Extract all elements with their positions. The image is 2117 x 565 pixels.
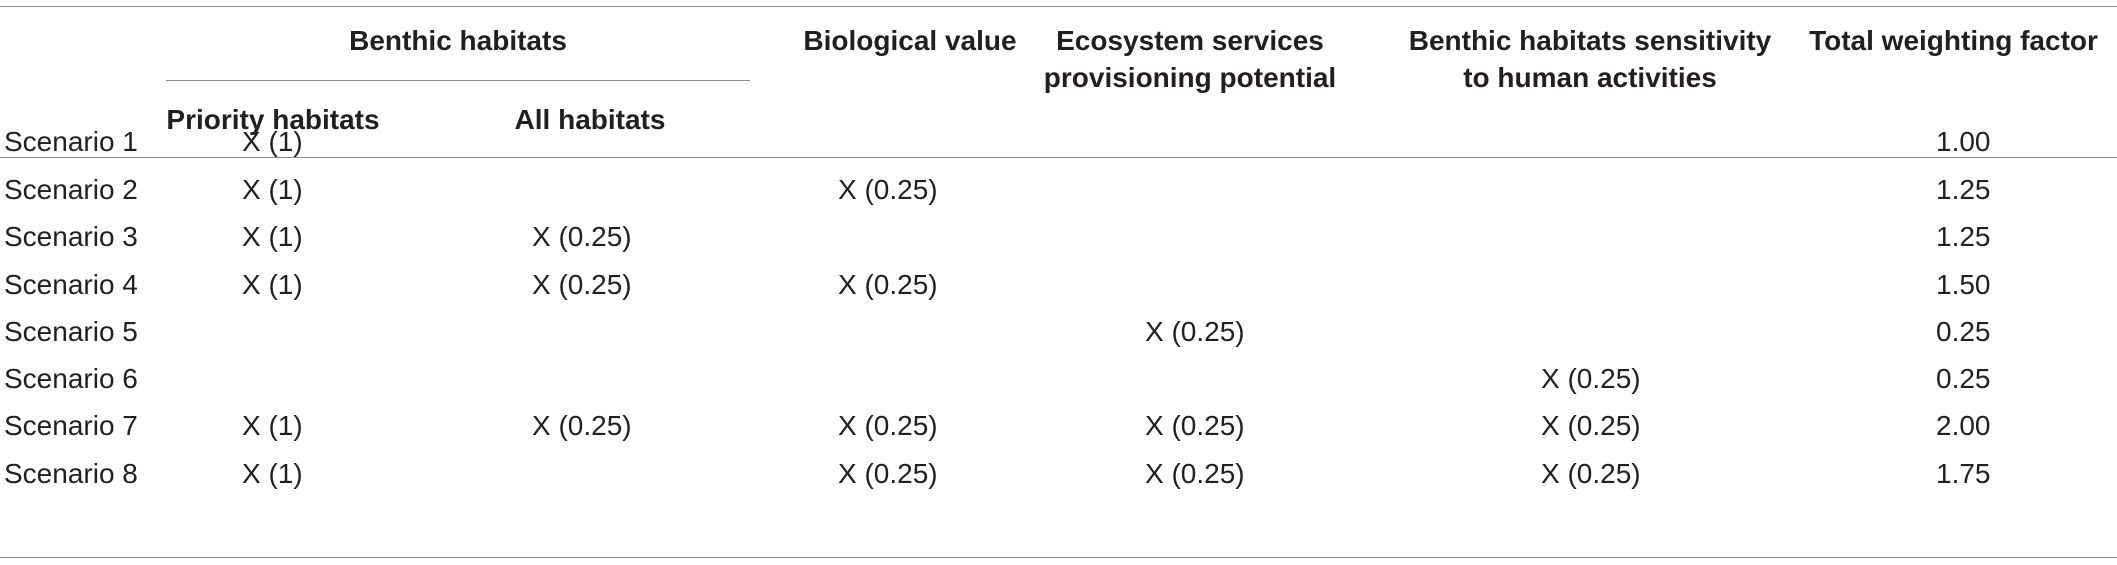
header-bottom-rule: [0, 157, 2117, 158]
table-row: Scenario 7 X (1) X (0.25) X (0.25) X (0.…: [0, 402, 2117, 449]
sensitivity-cell: X (0.25): [1541, 363, 1641, 394]
header-biological-value: Biological value: [803, 25, 1017, 56]
header-ecosystem-services-line2: provisioning potential: [1043, 62, 1337, 93]
table-row: Scenario 8 X (1) X (0.25) X (0.25) X (0.…: [0, 450, 2117, 497]
header-ecosystem-services-line1: Ecosystem services: [1056, 25, 1324, 56]
priority-habitats-cell: X (1): [242, 458, 303, 489]
ecosystem-services-cell: X (0.25): [1145, 316, 1245, 347]
table-row: Scenario 1 X (1) 1.00: [0, 118, 2117, 165]
scenario-label: Scenario 8: [4, 458, 138, 489]
biological-value-cell: X (0.25): [838, 269, 938, 300]
table-row: Scenario 4 X (1) X (0.25) X (0.25) 1.50: [0, 261, 2117, 308]
total-weighting-cell: 2.00: [1936, 410, 1991, 441]
total-weighting-cell: 1.50: [1936, 269, 1991, 300]
priority-habitats-cell: X (1): [242, 221, 303, 252]
scenario-label: Scenario 3: [4, 221, 138, 252]
ecosystem-services-cell: X (0.25): [1145, 458, 1245, 489]
all-habitats-cell: X (0.25): [532, 269, 632, 300]
header-habitat-sensitivity-line2: to human activities: [1463, 62, 1717, 93]
scenario-label: Scenario 2: [4, 174, 138, 205]
header-total-weighting-factor: Total weighting factor: [1809, 25, 2098, 56]
biological-value-cell: X (0.25): [838, 410, 938, 441]
biological-value-cell: X (0.25): [838, 458, 938, 489]
sensitivity-cell: X (0.25): [1541, 410, 1641, 441]
ecosystem-services-cell: X (0.25): [1145, 410, 1245, 441]
table-row: Scenario 3 X (1) X (0.25) 1.25: [0, 213, 2117, 260]
header-priority-habitats: Priority habitats: [166, 104, 380, 135]
priority-habitats-cell: X (1): [242, 174, 303, 205]
header-all-habitats: All habitats: [514, 104, 666, 135]
benthic-group-rule: [166, 80, 750, 81]
table-row: Scenario 2 X (1) X (0.25) 1.25: [0, 166, 2117, 213]
total-weighting-cell: 0.25: [1936, 316, 1991, 347]
table-row: Scenario 6 X (0.25) 0.25: [0, 355, 2117, 402]
total-weighting-cell: 1.75: [1936, 458, 1991, 489]
total-weighting-cell: 0.25: [1936, 363, 1991, 394]
priority-habitats-cell: X (1): [242, 126, 303, 157]
scenario-label: Scenario 5: [4, 316, 138, 347]
table-bottom-rule: [0, 557, 2117, 558]
header-habitat-sensitivity: Benthic habitats sensitivity to human ac…: [1380, 22, 1800, 96]
total-weighting-cell: 1.25: [1936, 221, 1991, 252]
header-ecosystem-services: Ecosystem services provisioning potentia…: [1030, 22, 1350, 96]
sensitivity-cell: X (0.25): [1541, 458, 1641, 489]
all-habitats-cell: X (0.25): [532, 221, 632, 252]
table-top-rule: [0, 6, 2117, 7]
priority-habitats-cell: X (1): [242, 410, 303, 441]
total-weighting-cell: 1.25: [1936, 174, 1991, 205]
priority-habitats-cell: X (1): [242, 269, 303, 300]
scenario-label: Scenario 4: [4, 269, 138, 300]
header-habitat-sensitivity-line1: Benthic habitats sensitivity: [1408, 25, 1772, 56]
total-weighting-cell: 1.00: [1936, 126, 1991, 157]
all-habitats-cell: X (0.25): [532, 410, 632, 441]
scenario-label: Scenario 7: [4, 410, 138, 441]
scenario-label: Scenario 6: [4, 363, 138, 394]
biological-value-cell: X (0.25): [838, 174, 938, 205]
table-row: Scenario 5 X (0.25) 0.25: [0, 308, 2117, 355]
scenario-label: Scenario 1: [4, 126, 138, 157]
header-benthic-habitats: Benthic habitats: [349, 25, 567, 56]
